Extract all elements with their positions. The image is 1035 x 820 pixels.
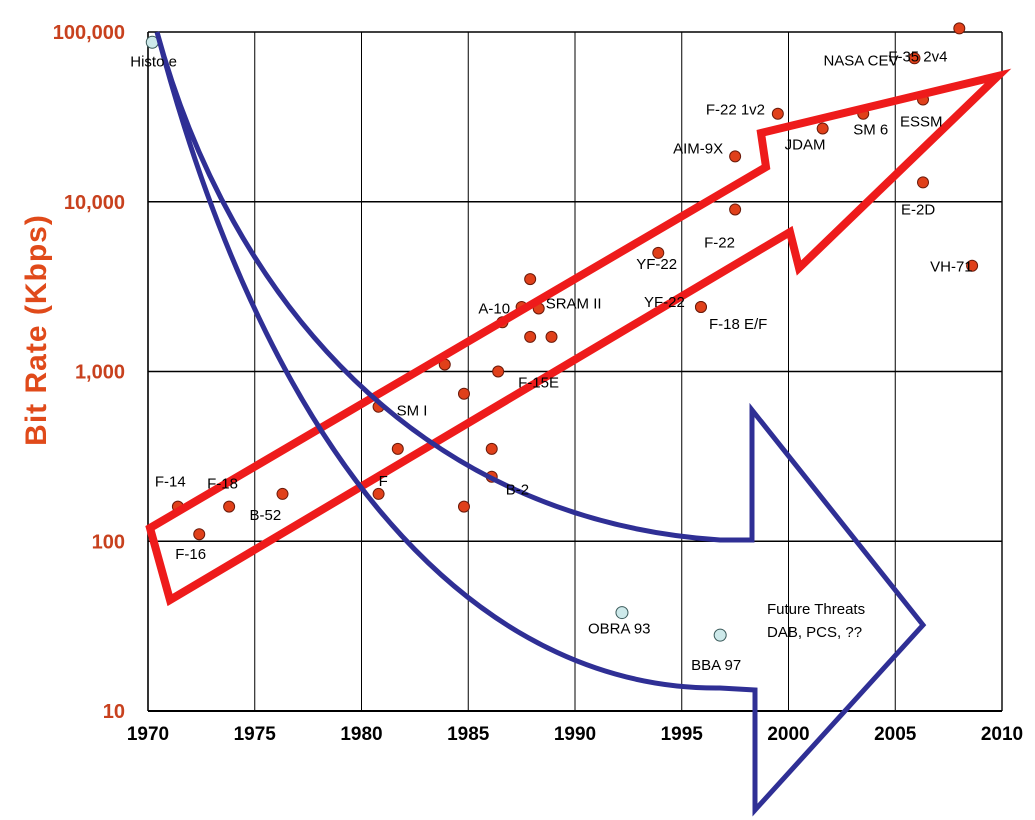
x-tick-label: 1990 — [554, 724, 596, 745]
data-point — [485, 442, 498, 455]
data-point — [524, 330, 537, 343]
x-tick-label: 1995 — [661, 724, 704, 745]
legacy-data-point — [713, 628, 727, 642]
point-label: F-16 — [175, 546, 206, 563]
blue-trend-arrow — [154, 31, 927, 817]
point-label: A-10 — [478, 300, 510, 317]
x-tick-label: 2010 — [981, 724, 1023, 745]
point-label: ESSM — [900, 114, 943, 131]
point-label: F — [379, 473, 388, 490]
data-point — [276, 487, 289, 500]
data-point — [372, 487, 385, 500]
grid — [147, 31, 1003, 712]
y-axis-label: Bit Rate (Kbps) — [20, 214, 53, 446]
point-label: BBA 97 — [691, 657, 741, 674]
data-point — [545, 330, 558, 343]
point-label: Histo e — [130, 53, 177, 70]
x-axis-ticks: 1970 1975 1980 1985 1990 1995 2000 2005 2010 — [127, 724, 1023, 745]
point-label: SRAM II — [546, 296, 602, 313]
point-label: NASA CEV — [823, 52, 898, 69]
point-label: AIM-9X — [673, 140, 723, 157]
data-point — [816, 122, 829, 135]
y-tick-label: 10,000 — [64, 192, 125, 214]
point-label: OBRA 93 — [588, 621, 651, 638]
point-label: F-22 1v2 — [706, 102, 765, 119]
x-tick-label: 1975 — [234, 724, 277, 745]
future-threats-annotation: Future Threats DAB, PCS, ?? — [767, 601, 865, 641]
data-point — [524, 273, 537, 286]
annotation-line-1: Future Threats — [767, 601, 865, 618]
data-point — [223, 500, 236, 513]
data-point — [694, 300, 707, 313]
x-tick-label: 1985 — [447, 724, 490, 745]
data-point — [492, 365, 505, 378]
point-label: F-18 E/F — [709, 316, 767, 333]
data-point — [457, 387, 470, 400]
point-label: YF-22 — [644, 294, 685, 311]
y-axis-ticks: 10 100 1,000 10,000 100,000 — [53, 22, 125, 723]
data-point — [917, 176, 930, 189]
red-arrow-outline — [145, 68, 1012, 607]
data-point — [729, 203, 742, 216]
point-label: B-52 — [250, 507, 282, 524]
data-point — [193, 528, 206, 541]
data-point — [908, 52, 921, 65]
y-tick-label: 100 — [92, 531, 125, 553]
x-tick-label: 2000 — [767, 724, 809, 745]
x-tick-label: 1980 — [340, 724, 382, 745]
point-label: YF-22 — [636, 256, 677, 273]
y-tick-label: 1,000 — [75, 362, 125, 384]
data-point — [652, 246, 665, 259]
y-tick-label: 100,000 — [53, 22, 125, 44]
point-label: F-15E — [518, 375, 559, 392]
y-axis-title: Bit Rate (Kbps) — [20, 214, 53, 446]
data-point — [771, 107, 784, 120]
x-tick-label: 1970 — [127, 724, 169, 745]
red-trend-arrow — [145, 68, 1012, 607]
blue-arrow-outline — [154, 31, 927, 817]
data-points — [145, 22, 979, 642]
data-point — [953, 22, 966, 35]
point-label: F-18 — [207, 476, 238, 493]
point-labels: Histo e F-14 F-16 F-18 B-52 SM I F B-2 F-15E A-10… — [130, 48, 972, 674]
point-label: F-35 2v4 — [888, 48, 947, 65]
point-label: VH-71 — [930, 259, 973, 276]
point-label: B-2 — [506, 482, 529, 499]
point-label: SM 6 — [853, 122, 888, 139]
data-point — [729, 150, 742, 163]
point-label: SM I — [397, 403, 428, 420]
data-point — [457, 500, 470, 513]
y-tick-label: 10 — [103, 701, 125, 723]
data-point — [966, 259, 979, 272]
annotation-line-2: DAB, PCS, ?? — [767, 624, 862, 641]
point-label: E-2D — [901, 201, 935, 218]
point-label: JDAM — [785, 137, 826, 154]
x-tick-label: 2005 — [874, 724, 917, 745]
point-label: F-14 — [155, 474, 186, 491]
data-point — [391, 442, 404, 455]
point-label: F-22 — [704, 235, 735, 252]
legacy-data-point — [615, 606, 629, 620]
